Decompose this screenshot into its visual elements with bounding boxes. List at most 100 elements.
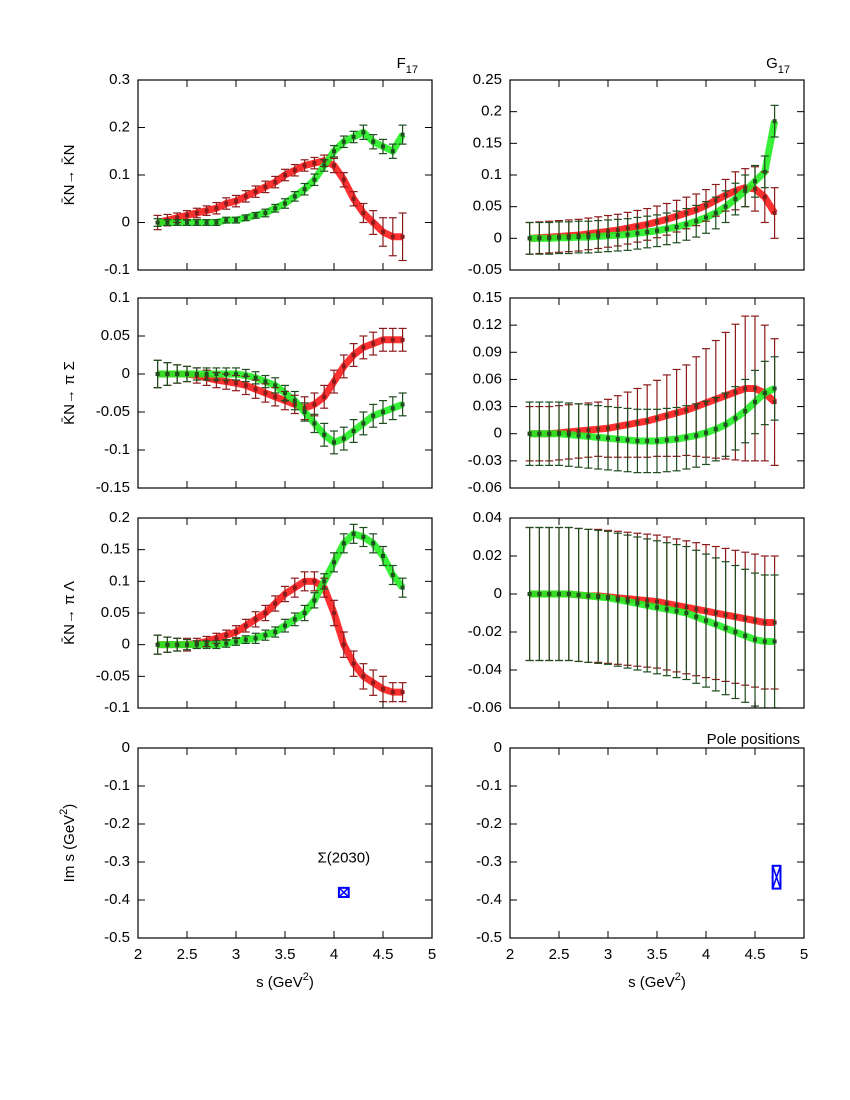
data-point (615, 597, 620, 602)
text-part: ) (309, 974, 314, 991)
fit-band (157, 370, 404, 446)
pole-cross (338, 887, 350, 898)
y-tick-label: 0.02 (473, 547, 502, 564)
data-point (234, 381, 238, 386)
data-point (224, 633, 229, 638)
data-point (753, 179, 757, 184)
data-point (224, 372, 229, 376)
y-axis-label: K̄N→ K̄N (61, 145, 78, 206)
data-point (390, 337, 395, 342)
data-point (645, 230, 650, 234)
data-point (283, 623, 287, 628)
data-point (224, 218, 229, 223)
data-point (694, 219, 699, 224)
data-point (292, 617, 297, 622)
x-axis-label: s (GeV2) (628, 971, 686, 991)
pole-box (771, 864, 782, 890)
data-point (361, 345, 366, 350)
data-point (547, 236, 552, 241)
y-tick-label: 0 (122, 365, 130, 382)
data-point (155, 642, 160, 647)
data-point (302, 187, 307, 192)
data-point (655, 228, 659, 233)
data-point (645, 603, 650, 608)
fit-band (157, 530, 406, 649)
plot-area (525, 104, 779, 255)
data-point (312, 598, 317, 603)
data-point (204, 642, 209, 647)
data-point (371, 220, 376, 225)
data-point (322, 579, 327, 584)
data-point (390, 406, 395, 411)
data-point (381, 337, 385, 342)
y-tick-label: -0.06 (468, 699, 502, 716)
data-point (713, 622, 718, 627)
plot-area (525, 526, 779, 708)
data-point (381, 554, 385, 558)
y-tick-label: 0.2 (109, 509, 130, 526)
data-point (596, 435, 601, 440)
data-point (332, 149, 336, 154)
data-point (733, 630, 738, 634)
data-point (243, 637, 248, 642)
data-point (537, 592, 542, 596)
data-point (194, 642, 199, 647)
data-point (341, 541, 346, 546)
data-point (224, 201, 229, 206)
text-part: K̄N→ π Λ (61, 581, 78, 645)
data-point (664, 226, 669, 231)
data-point (390, 234, 395, 239)
data-point (312, 421, 317, 426)
y-tick-label: 0.25 (473, 71, 502, 88)
data-point (684, 222, 689, 227)
data-point (361, 211, 366, 215)
y-tick-label: 0.15 (473, 289, 502, 306)
data-point (263, 633, 268, 638)
data-point (322, 432, 327, 437)
data-point (283, 173, 287, 177)
data-point (185, 220, 189, 225)
data-point (713, 211, 718, 215)
x-tick-label: 2.5 (177, 946, 198, 963)
data-point (234, 639, 238, 644)
plot-area (153, 523, 407, 703)
data-point (263, 379, 268, 384)
y-tick-label: -0.4 (104, 891, 130, 908)
data-point (175, 372, 180, 376)
x-tick-label: 2 (506, 946, 514, 963)
data-point (204, 208, 209, 213)
plot-area (153, 124, 407, 262)
data-point (713, 427, 718, 432)
data-point (283, 592, 287, 596)
data-point (625, 438, 630, 443)
data-point (351, 531, 356, 536)
y-tick-label: 0 (494, 585, 502, 602)
y-tick-label: 0.3 (109, 71, 130, 88)
data-point (557, 235, 561, 240)
data-point (165, 220, 170, 225)
data-point (302, 163, 307, 168)
x-tick-label: 3.5 (275, 946, 296, 963)
data-point (253, 189, 258, 194)
data-point (743, 409, 748, 414)
y-tick-label: -0.2 (476, 815, 502, 832)
data-point (371, 139, 376, 144)
data-point (704, 215, 708, 220)
data-point (762, 169, 767, 174)
data-point (253, 636, 258, 641)
data-point (635, 231, 640, 236)
data-point (586, 235, 591, 240)
data-point (586, 434, 591, 439)
data-point (390, 690, 395, 695)
data-point (723, 422, 728, 427)
y-tick-label: -0.1 (104, 261, 130, 278)
data-point (175, 642, 180, 647)
data-point (566, 432, 571, 437)
data-point (351, 661, 356, 666)
data-point (635, 438, 640, 443)
x-tick-label: 3.5 (647, 946, 668, 963)
y-tick-label: 0.15 (101, 541, 130, 558)
data-point (185, 642, 189, 647)
text-part: 2 (675, 971, 681, 983)
